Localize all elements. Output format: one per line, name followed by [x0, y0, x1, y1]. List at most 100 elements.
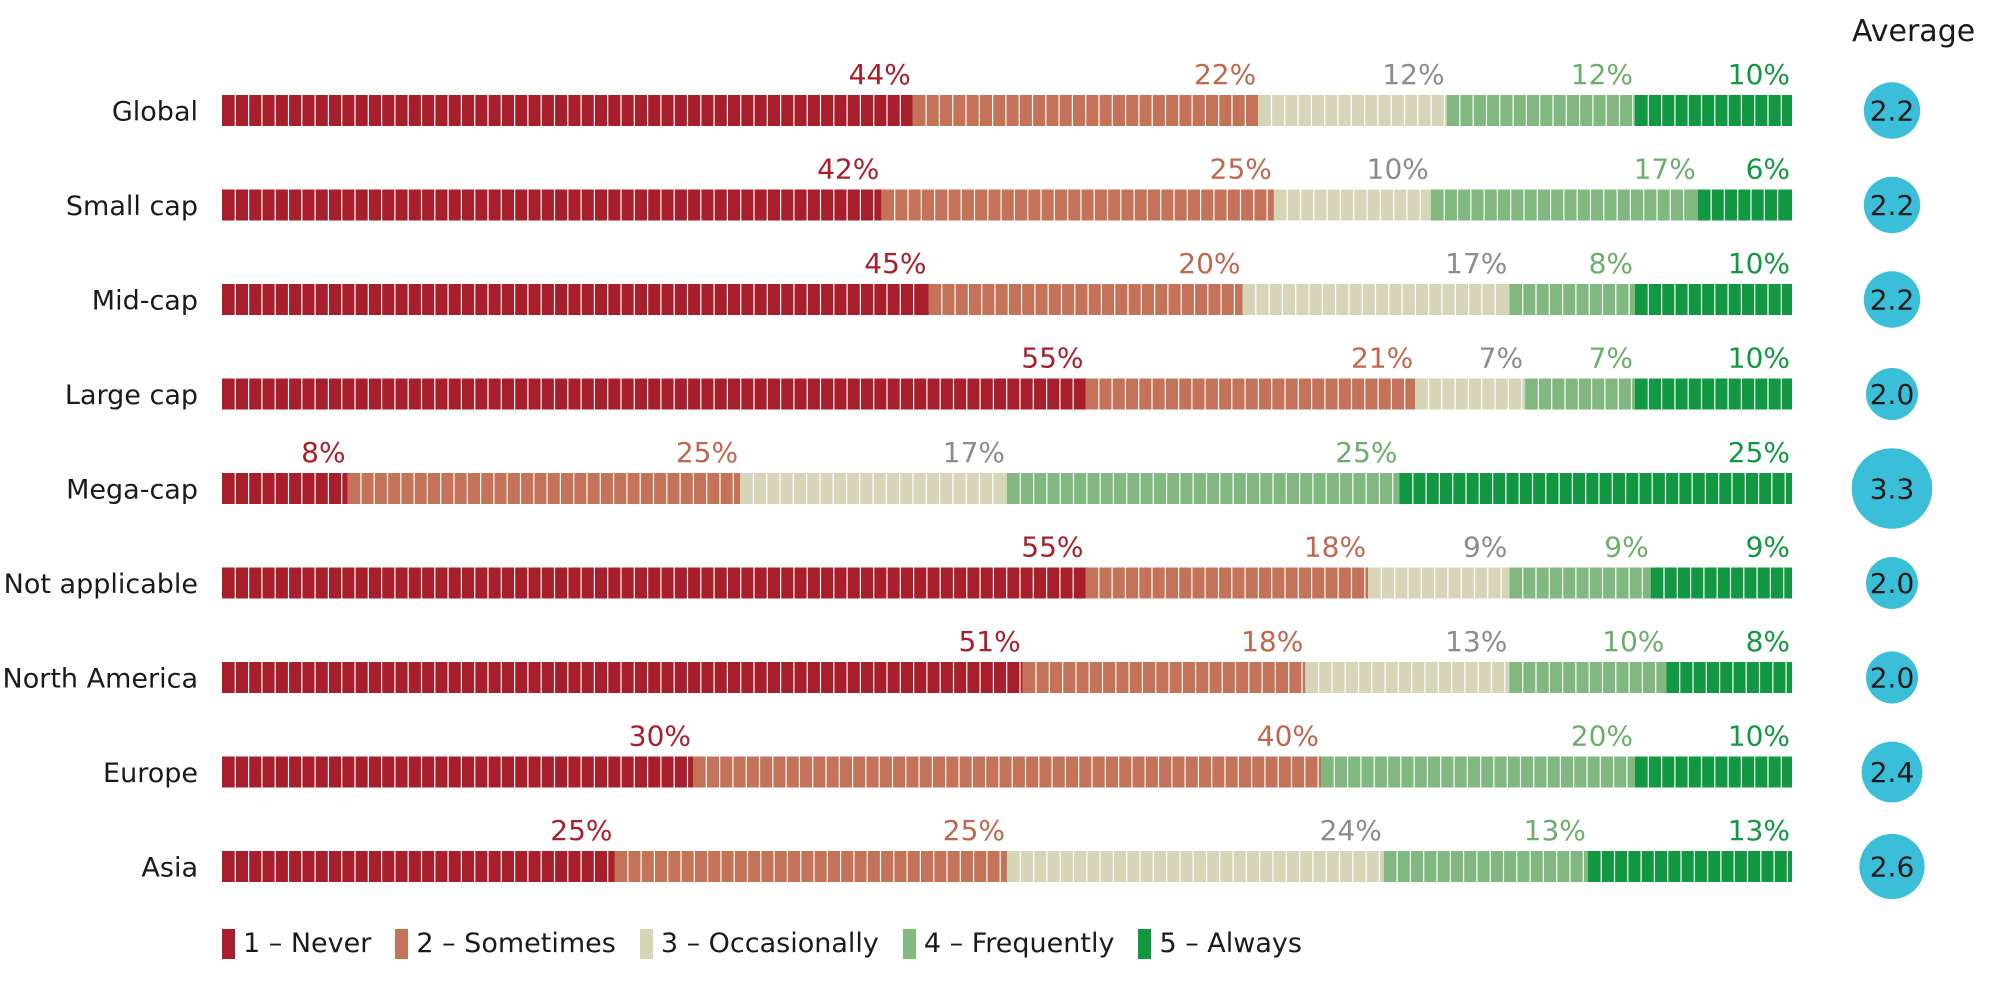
average-value-label: 2.2 [1870, 95, 1915, 128]
average-bubble [1863, 176, 1921, 234]
average-value-label: 2.0 [1870, 662, 1915, 695]
bar-segment-ticks [705, 756, 1319, 788]
bar-segment-ticks [1522, 284, 1630, 315]
average-bubble [1863, 82, 1921, 139]
bar-segment-ticks [1647, 284, 1782, 315]
category-label: North America [3, 664, 198, 695]
percentage-label: 13% [1524, 814, 1586, 847]
percentage-label: 8% [301, 436, 345, 469]
bar-segment [1305, 662, 1510, 693]
percentage-label: 10% [1728, 720, 1790, 753]
bar-segment-ticks [1333, 756, 1628, 788]
category-label: Europe [103, 758, 198, 789]
bar-segment [1525, 378, 1635, 410]
percentage-label: 25% [550, 814, 612, 847]
percentage-label: 13% [1445, 625, 1507, 658]
percentage-label: 10% [1728, 58, 1790, 91]
bar-segment-ticks [752, 473, 994, 504]
average-bubble [1861, 741, 1923, 803]
category-label: Asia [141, 853, 198, 884]
legend-swatch [395, 928, 409, 959]
average-value-label: 2.2 [1870, 284, 1915, 317]
bar-segment-ticks [1647, 378, 1782, 410]
percentage-label: 8% [1746, 625, 1790, 658]
bar-segment-ticks [234, 567, 1074, 599]
bar-segment [222, 189, 882, 221]
bar-segment-ticks [1647, 95, 1782, 126]
percentage-label: 8% [1589, 247, 1633, 280]
average-column-title: Average [1852, 14, 1976, 49]
bar-segment-ticks [941, 284, 1236, 315]
legend-label: 2 – Sometimes [416, 928, 616, 959]
bar-segment [1399, 473, 1792, 504]
percentage-label: 10% [1602, 625, 1664, 658]
category-label: Mid-cap [92, 286, 198, 317]
percentage-label: 22% [1194, 58, 1256, 91]
average-bubble [1859, 833, 1925, 900]
legend-item: 1 – Never [222, 928, 371, 959]
bar-segment [222, 756, 693, 788]
percentage-label: 45% [864, 247, 926, 280]
bar-segment [1666, 662, 1792, 693]
bar-segment-ticks [1098, 378, 1406, 410]
bar-segment-ticks [1679, 662, 1787, 693]
category-label: Large cap [65, 380, 198, 411]
bar-segment-ticks [1019, 851, 1381, 882]
percentage-label: 17% [1445, 247, 1507, 280]
legend-label: 1 – Never [243, 928, 372, 959]
bar-segment-ticks [1663, 567, 1785, 599]
average-value-label: 2.4 [1870, 756, 1915, 789]
percentage-label: 25% [1728, 436, 1790, 469]
bar-segment [1415, 378, 1526, 410]
legend-item: 5 – Always [1138, 928, 1302, 959]
bar-segment-ticks [234, 378, 1074, 410]
percentage-label: 42% [817, 153, 879, 186]
bar-segment [1697, 189, 1792, 221]
bar-segment-ticks [1443, 189, 1685, 221]
bar-segment-ticks [234, 284, 915, 315]
bar-segment-ticks [627, 851, 1001, 882]
bar-segment-ticks [1255, 284, 1496, 315]
percentage-label: 9% [1463, 531, 1507, 564]
bar-segment-ticks [1647, 756, 1782, 788]
bar-segment-ticks [1522, 662, 1657, 693]
legend-swatch [639, 928, 653, 959]
average-bubble [1851, 448, 1933, 529]
percentage-label: 24% [1320, 814, 1382, 847]
bar-segment-ticks [234, 189, 875, 221]
percentage-label: 55% [1021, 531, 1083, 564]
bar-segment [1007, 851, 1384, 882]
legend-label: 5 – Always [1159, 928, 1302, 959]
average-bubble [1863, 271, 1921, 328]
legend-label: 3 – Occasionally [660, 928, 879, 959]
bar-segment-ticks [1396, 851, 1584, 882]
percentage-label: 51% [958, 625, 1020, 658]
bar-segment-ticks [1098, 567, 1366, 599]
percentage-label: 25% [676, 436, 738, 469]
bar-segment [222, 851, 615, 882]
percentage-label: 6% [1746, 153, 1790, 186]
percentage-label: 40% [1257, 720, 1319, 753]
percentage-label: 21% [1351, 342, 1413, 375]
bar-segment-ticks [234, 95, 901, 126]
bar-segment [614, 851, 1007, 882]
bar-segment-ticks [1459, 95, 1634, 126]
bar-segment-ticks [1380, 567, 1502, 599]
bar-segment-ticks [1317, 662, 1506, 693]
bar-segment [928, 284, 1243, 315]
percentage-label: 25% [1335, 436, 1397, 469]
bar-segment [222, 473, 348, 504]
legend-swatch [902, 928, 916, 959]
percentage-label: 20% [1571, 720, 1633, 753]
percentage-label: 55% [1021, 342, 1083, 375]
chart-legend: 1 – Never 2 – Sometimes 3 – Occasionally 4 … [222, 928, 1326, 959]
bar-segment [1509, 284, 1635, 315]
percentage-label: 10% [1728, 247, 1790, 280]
percentage-label: 12% [1571, 58, 1633, 91]
percentage-label: 18% [1304, 531, 1366, 564]
percentage-label: 25% [943, 814, 1005, 847]
bar-segment [1587, 851, 1792, 882]
bar-segment-ticks [894, 189, 1268, 221]
bar-segment [693, 756, 1321, 788]
